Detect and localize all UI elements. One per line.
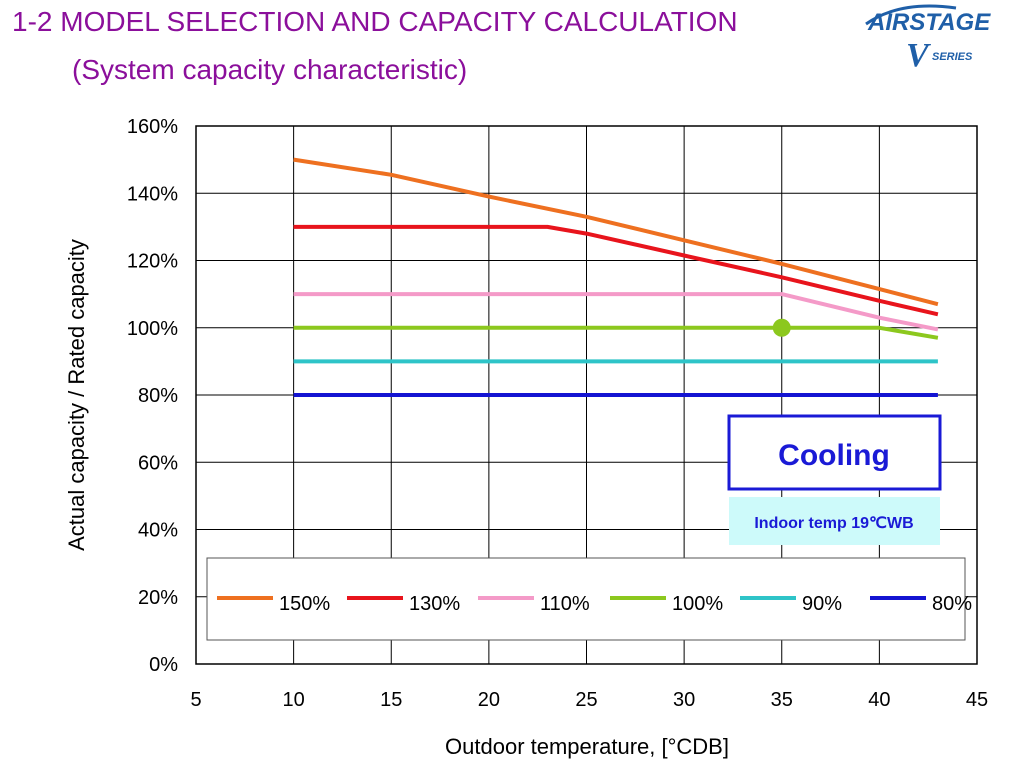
legend-label: 110% <box>540 593 590 615</box>
y-tick-label: 120% <box>127 251 178 273</box>
y-tick-label: 140% <box>127 183 178 205</box>
legend-label: 100% <box>672 593 723 615</box>
series-line-150pct <box>293 157 939 307</box>
legend-label: 130% <box>409 593 460 615</box>
page-title: 1-2 MODEL SELECTION AND CAPACITY CALCULA… <box>12 6 738 37</box>
page-subtitle: (System capacity characteristic) <box>72 54 468 85</box>
y-tick-label: 40% <box>138 520 178 542</box>
airstage-logo: AIRSTAGE V SERIES <box>865 4 991 74</box>
x-tick-label: 10 <box>283 689 305 711</box>
logo-v-letter: V <box>906 37 931 74</box>
operating-point-marker <box>772 318 791 337</box>
x-tick-label: 15 <box>380 689 402 711</box>
series-line-100pct <box>293 325 939 340</box>
cooling-label: Cooling <box>778 439 890 472</box>
x-tick-label: 45 <box>966 689 988 711</box>
x-tick-label: 40 <box>868 689 890 711</box>
y-tick-label: 100% <box>127 318 178 340</box>
indoor-temp-label: Indoor temp 19℃WB <box>754 515 913 532</box>
legend-box <box>206 557 966 641</box>
y-axis-label: Actual capacity / Rated capacity <box>64 239 89 551</box>
plot-border <box>195 125 978 665</box>
y-tick-label: 80% <box>138 385 178 407</box>
y-tick-label: 60% <box>138 452 178 474</box>
cooling-box <box>727 414 942 491</box>
x-tick-label: 20 <box>478 689 500 711</box>
y-tick-label: 20% <box>138 587 178 609</box>
x-tick-label: 30 <box>673 689 695 711</box>
x-tick-label: 25 <box>575 689 597 711</box>
series-line-110pct <box>293 292 939 332</box>
logo-series-text: SERIES <box>932 51 973 63</box>
logo-brand-text: AIRSTAGE <box>867 9 991 36</box>
legend-label: 150% <box>279 593 330 615</box>
legend-label: 80% <box>932 593 972 615</box>
y-tick-label: 160% <box>127 116 178 138</box>
x-tick-label: 35 <box>771 689 793 711</box>
legend-label: 90% <box>802 593 842 615</box>
x-axis-label: Outdoor temperature, [°CDB] <box>445 734 729 759</box>
y-tick-label: 0% <box>149 654 178 676</box>
logo-swoosh-icon <box>865 4 957 26</box>
indoor-temp-box <box>729 497 940 545</box>
series-line-130pct <box>293 224 939 317</box>
x-tick-label: 5 <box>190 689 201 711</box>
